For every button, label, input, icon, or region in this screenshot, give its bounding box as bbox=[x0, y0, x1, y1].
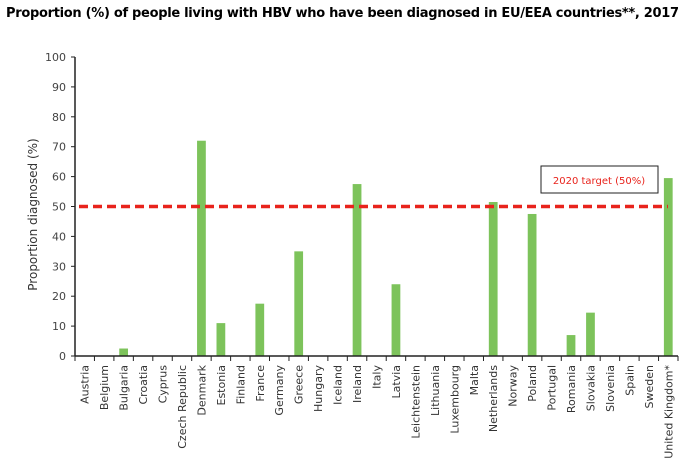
x-tick-label: United Kingdom* bbox=[662, 365, 675, 459]
y-tick-label: 70 bbox=[52, 141, 66, 154]
y-tick-label: 50 bbox=[52, 201, 66, 214]
y-tick-label: 20 bbox=[52, 290, 66, 303]
target-legend-box bbox=[540, 165, 659, 194]
x-tick-label: Norway bbox=[507, 365, 520, 407]
x-tick-label: Poland bbox=[526, 365, 539, 402]
x-tick-label: Cyprus bbox=[157, 365, 170, 404]
x-tick-label: Finland bbox=[234, 365, 247, 404]
chart-title: Proportion (%) of people living with HBV… bbox=[6, 6, 679, 21]
bar-united-kingdom- bbox=[663, 178, 673, 356]
x-tick-label: Denmark bbox=[195, 364, 208, 415]
x-tick-label: Romania bbox=[565, 365, 578, 413]
y-tick-label: 90 bbox=[52, 81, 66, 94]
x-tick-label: Italy bbox=[371, 365, 384, 389]
x-tick-label: Belgium bbox=[98, 365, 111, 410]
bar-denmark bbox=[197, 140, 206, 356]
x-tick-label: Croatia bbox=[137, 365, 150, 405]
x-tick-label: Latvia bbox=[390, 365, 403, 399]
x-tick-label: Leichtenstein bbox=[409, 365, 422, 439]
x-tick-label: Estonia bbox=[215, 365, 228, 406]
x-tick-label: Germany bbox=[273, 365, 286, 416]
bar-estonia bbox=[216, 323, 226, 356]
y-tick-label: 100 bbox=[45, 51, 66, 64]
x-tick-label: Hungary bbox=[312, 365, 325, 412]
x-tick-label: Sweden bbox=[643, 365, 656, 408]
bar-greece bbox=[294, 251, 304, 356]
y-tick-label: 40 bbox=[52, 230, 66, 243]
y-tick-label: 0 bbox=[59, 350, 66, 363]
bar-netherlands bbox=[488, 202, 498, 356]
bar-poland bbox=[527, 213, 537, 356]
bar-france bbox=[255, 303, 265, 356]
x-tick-label: Iceland bbox=[332, 365, 345, 405]
x-tick-label: Malta bbox=[468, 365, 481, 395]
x-tick-label: Luxembourg bbox=[448, 365, 461, 434]
x-tick-label: France bbox=[254, 365, 267, 402]
bar-slovakia bbox=[586, 312, 595, 356]
y-tick-label: 10 bbox=[52, 320, 66, 333]
x-tick-label: Ireland bbox=[351, 365, 364, 403]
x-tick-label: Spain bbox=[623, 365, 636, 396]
x-tick-label: Czech Republic bbox=[176, 365, 189, 449]
y-axis-label: Proportion diagnosed (%) bbox=[26, 138, 40, 290]
x-tick-label: Portugal bbox=[546, 365, 559, 411]
target-legend-label: 2020 target (50%) bbox=[553, 176, 645, 187]
x-tick-label: Slovenia bbox=[604, 365, 617, 412]
y-tick-label: 30 bbox=[52, 260, 66, 273]
bar-latvia bbox=[391, 284, 401, 356]
x-tick-label: Lithuania bbox=[429, 365, 442, 416]
x-tick-label: Netherlands bbox=[487, 365, 500, 432]
x-tick-label: Bulgaria bbox=[118, 365, 131, 411]
y-tick-label: 80 bbox=[52, 111, 66, 124]
bar-bulgaria bbox=[119, 348, 129, 356]
y-tick-label: 60 bbox=[52, 171, 66, 184]
x-tick-label: Austria bbox=[79, 365, 92, 404]
x-tick-label: Slovakia bbox=[584, 365, 597, 411]
bar-romania bbox=[566, 335, 576, 356]
bar-ireland bbox=[352, 184, 362, 356]
x-tick-label: Greece bbox=[293, 365, 306, 404]
